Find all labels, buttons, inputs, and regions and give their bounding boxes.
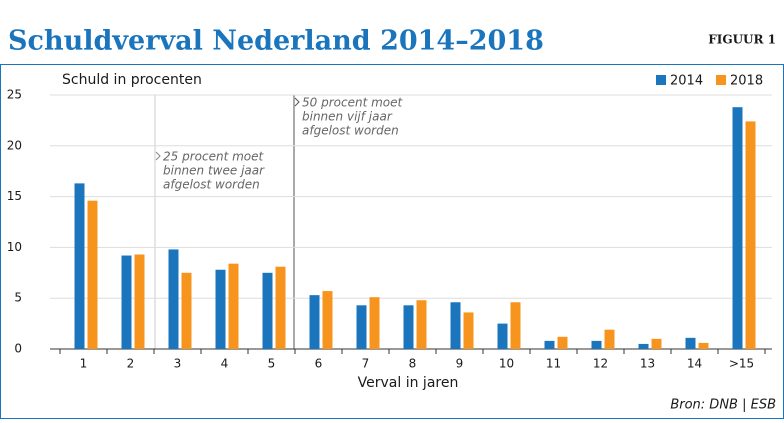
- bar: [322, 291, 333, 349]
- y-axis-label: Schuld in procenten: [62, 72, 202, 88]
- bar: [510, 302, 521, 349]
- annotation: afgelost worden: [163, 178, 260, 192]
- bar: [497, 323, 508, 349]
- x-tick-label: >15: [729, 357, 754, 371]
- bar: [685, 337, 696, 349]
- bar: [74, 183, 85, 349]
- bar: [416, 300, 427, 349]
- x-tick-label: 8: [409, 357, 417, 371]
- x-tick-label: 3: [174, 357, 182, 371]
- annotation: binnen vijf jaar: [302, 110, 393, 124]
- y-tick-label: 20: [7, 138, 22, 152]
- annotation: 25 procent moet: [163, 150, 264, 164]
- bar: [134, 254, 145, 349]
- bar: [604, 329, 615, 349]
- figure-label: FIGUUR 1: [708, 33, 776, 47]
- x-tick-label: 13: [640, 357, 655, 371]
- bar: [228, 263, 239, 349]
- x-tick-label: 6: [315, 357, 323, 371]
- annotation-chevron: [294, 97, 300, 107]
- bar: [215, 269, 226, 349]
- bar: [463, 312, 474, 349]
- bar: [732, 107, 743, 349]
- bar: [275, 266, 286, 349]
- x-tick-label: 10: [499, 357, 514, 371]
- bar: [638, 343, 649, 349]
- x-tick-label: 2: [127, 357, 135, 371]
- x-tick-label: 5: [268, 357, 276, 371]
- bar: [262, 272, 273, 349]
- legend-label: 2014: [670, 74, 703, 89]
- legend-label: 2018: [730, 74, 763, 89]
- x-tick-label: 11: [546, 357, 561, 371]
- annotation-chevron: [155, 151, 161, 161]
- annotation: binnen twee jaar: [163, 164, 265, 178]
- bar: [591, 340, 602, 349]
- x-axis-label: Verval in jaren: [358, 375, 459, 391]
- bar: [369, 297, 380, 349]
- legend-swatch: [656, 75, 666, 85]
- source: Bron: DNB | ESB: [670, 398, 776, 413]
- bar: [87, 200, 98, 349]
- bar: [121, 255, 132, 349]
- bar: [651, 338, 662, 349]
- x-tick-label: 7: [362, 357, 370, 371]
- bar: [544, 340, 555, 349]
- legend-swatch: [716, 75, 726, 85]
- bar: [356, 305, 367, 349]
- bar: [745, 121, 756, 349]
- bar: [698, 342, 709, 349]
- x-tick-label: 12: [593, 357, 608, 371]
- chart-title: Schuldverval Nederland 2014–2018: [8, 26, 544, 57]
- x-tick-label: 4: [221, 357, 229, 371]
- bar: [557, 336, 568, 349]
- y-tick-label: 0: [14, 342, 22, 356]
- x-tick-label: 9: [456, 357, 464, 371]
- chart-frame: [0, 64, 784, 419]
- bar: [181, 272, 192, 349]
- y-tick-label: 25: [7, 88, 22, 102]
- annotation: 50 procent moet: [302, 96, 403, 110]
- x-tick-label: 1: [80, 357, 88, 371]
- bar: [309, 295, 320, 349]
- y-tick-label: 10: [7, 240, 22, 254]
- annotation: afgelost worden: [302, 124, 399, 138]
- bar: [168, 249, 179, 349]
- y-tick-label: 15: [7, 189, 22, 203]
- y-tick-label: 5: [14, 291, 22, 305]
- x-tick-label: 14: [687, 357, 702, 371]
- bar: [450, 302, 461, 349]
- bar: [403, 305, 414, 349]
